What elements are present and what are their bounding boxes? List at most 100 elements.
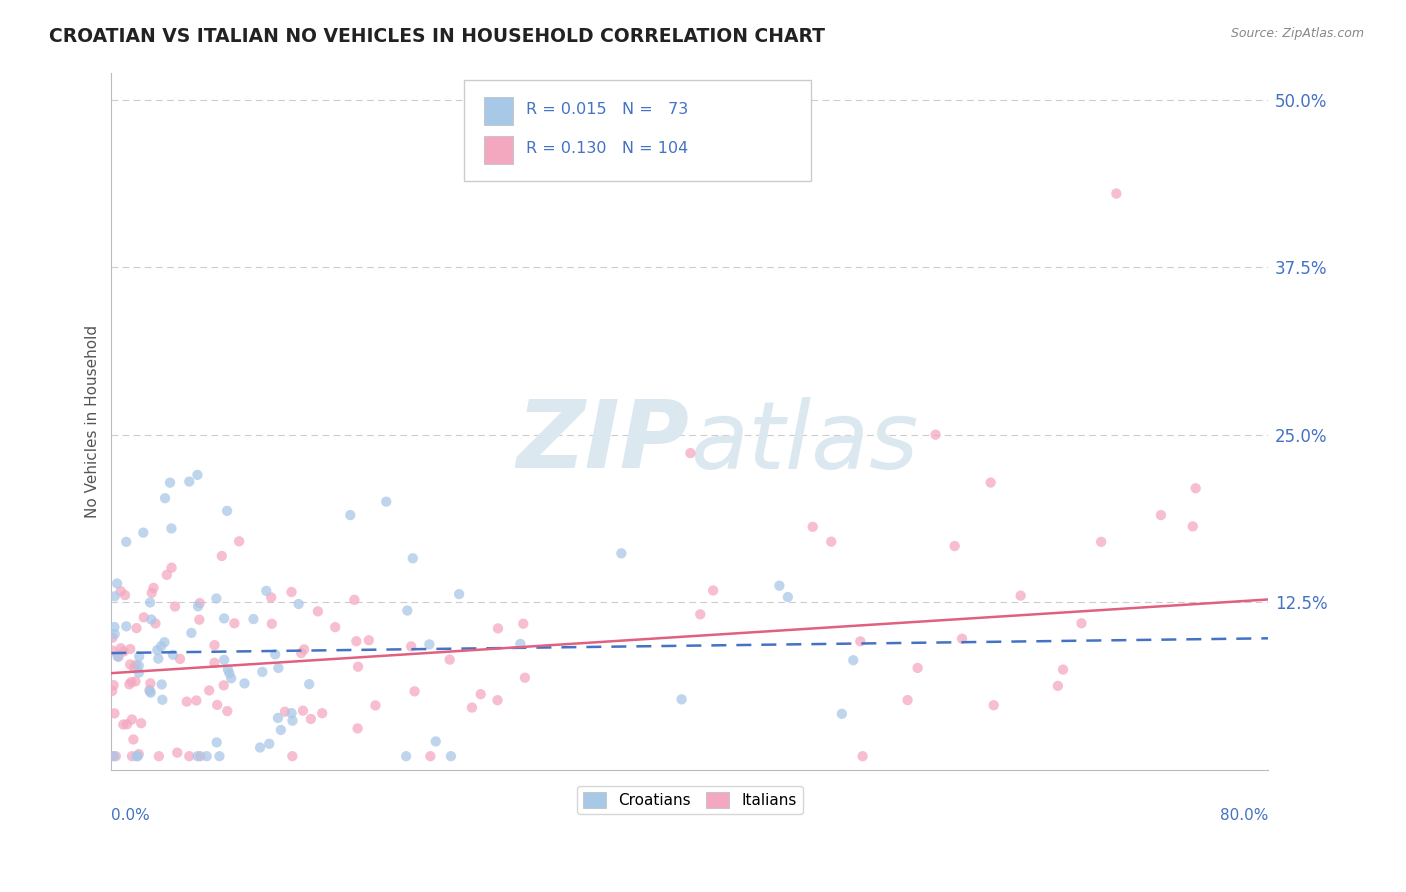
Point [299, 712, 322, 726]
Text: 0.0%: 0.0% [111, 808, 150, 823]
Point [260, 591, 283, 605]
Point [101, 684, 124, 698]
Point [461, 700, 484, 714]
Point [103, 678, 125, 692]
Point [1181, 519, 1204, 533]
Point [129, 716, 152, 731]
Point [1046, 679, 1069, 693]
Point [148, 749, 170, 764]
Point [114, 588, 136, 602]
Point [211, 549, 233, 563]
Point [176, 695, 198, 709]
Point [1150, 508, 1173, 522]
Point [107, 649, 129, 664]
Point [104, 627, 127, 641]
Point [980, 475, 1002, 490]
Point [404, 684, 426, 698]
Point [187, 599, 209, 614]
Text: ZIP: ZIP [517, 396, 690, 488]
FancyBboxPatch shape [484, 136, 513, 163]
Point [121, 713, 143, 727]
Point [217, 663, 239, 677]
Point [943, 539, 966, 553]
Point [139, 595, 162, 609]
Point [208, 749, 231, 764]
Point [671, 692, 693, 706]
Point [252, 665, 274, 679]
Text: atlas: atlas [690, 397, 918, 488]
Point [125, 657, 148, 672]
Point [219, 671, 242, 685]
Point [179, 475, 201, 489]
Point [344, 634, 367, 648]
Point [357, 633, 380, 648]
Point [120, 657, 142, 672]
Point [156, 567, 179, 582]
Point [486, 621, 509, 635]
Point [120, 642, 142, 657]
Point [204, 656, 226, 670]
Point [104, 749, 127, 764]
Point [187, 749, 209, 764]
Point [689, 607, 711, 622]
Point [128, 665, 150, 680]
Point [375, 494, 398, 508]
Point [101, 631, 124, 645]
Point [150, 639, 173, 653]
Point [150, 677, 173, 691]
Point [153, 635, 176, 649]
Point [146, 643, 169, 657]
Point [110, 641, 132, 656]
Point [274, 705, 297, 719]
Point [145, 616, 167, 631]
Point [107, 649, 129, 664]
Point [323, 620, 346, 634]
Point [512, 616, 534, 631]
Point [195, 749, 218, 764]
Point [148, 651, 170, 665]
Point [307, 604, 329, 618]
Point [852, 749, 875, 764]
Point [205, 698, 228, 712]
Point [128, 649, 150, 664]
Point [1090, 534, 1112, 549]
Point [112, 717, 135, 731]
Point [100, 749, 122, 764]
Point [124, 674, 146, 689]
Point [260, 616, 283, 631]
Point [233, 676, 256, 690]
Point [112, 644, 135, 658]
Point [292, 642, 315, 657]
Point [418, 637, 440, 651]
Point [125, 621, 148, 635]
Point [509, 637, 531, 651]
Point [1070, 616, 1092, 631]
Point [141, 613, 163, 627]
Point [115, 619, 138, 633]
Point [198, 683, 221, 698]
Point [1105, 186, 1128, 201]
Point [950, 632, 973, 646]
Text: CROATIAN VS ITALIAN NO VEHICLES IN HOUSEHOLD CORRELATION CHART: CROATIAN VS ITALIAN NO VEHICLES IN HOUSE… [49, 27, 825, 45]
Point [186, 467, 208, 482]
Point [142, 581, 165, 595]
Point [150, 692, 173, 706]
Point [849, 634, 872, 648]
Point [395, 749, 418, 764]
Point [166, 746, 188, 760]
Point [264, 648, 287, 662]
Point [259, 737, 281, 751]
Point [290, 646, 312, 660]
Point [125, 749, 148, 764]
Point [281, 749, 304, 764]
Point [983, 698, 1005, 713]
Point [138, 683, 160, 698]
Point [127, 749, 149, 764]
Point [842, 653, 865, 667]
Point [120, 675, 142, 690]
Point [105, 576, 128, 591]
Point [122, 661, 145, 675]
Point [831, 706, 853, 721]
Point [267, 711, 290, 725]
Point [110, 584, 132, 599]
